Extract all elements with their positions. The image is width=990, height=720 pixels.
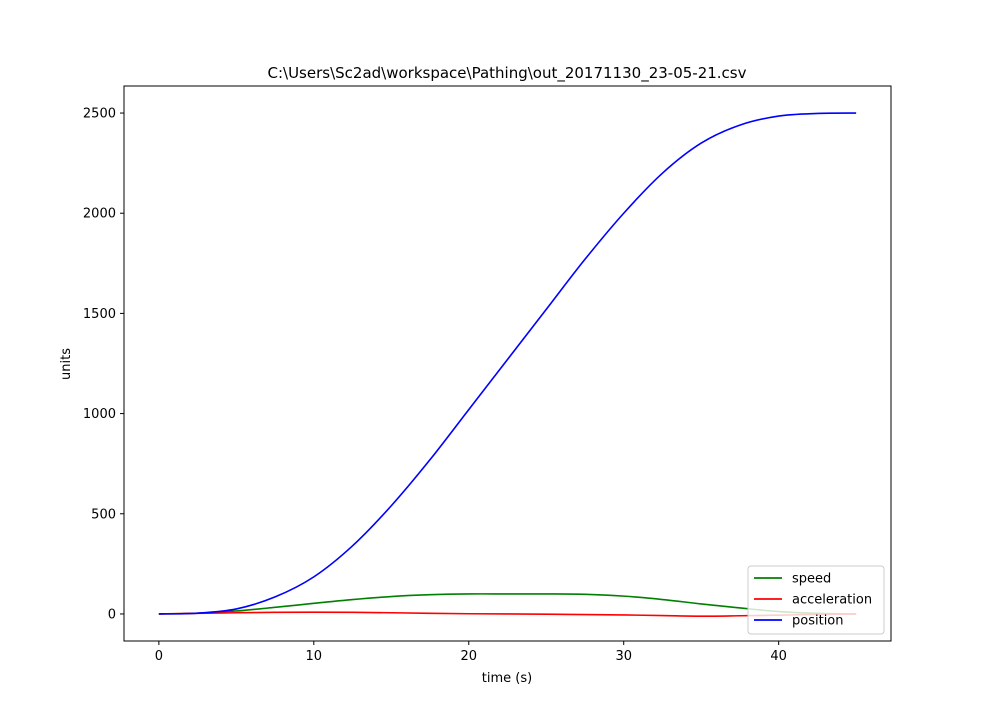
x-axis-label: time (s) [482, 671, 532, 686]
plot-area [123, 85, 892, 642]
legend-label-speed: speed [792, 572, 831, 587]
series-line-acceleration [158, 611, 857, 617]
y-tick-label: 2500 [83, 107, 116, 122]
x-tick-label: 40 [770, 649, 787, 664]
y-tick-label: 1000 [83, 407, 116, 422]
y-tick-label: 0 [108, 607, 116, 622]
series-line-speed [158, 593, 857, 615]
legend-box [747, 565, 885, 635]
axes-frame [123, 85, 892, 642]
legend: speed acceleration position [747, 565, 885, 635]
y-tick-label: 2000 [83, 207, 116, 222]
x-tick-label: 0 [155, 649, 163, 664]
y-axis-ticks: 0 500 1000 1500 2000 2500 [83, 107, 124, 622]
legend-label-acceleration: acceleration [792, 593, 872, 608]
y-tick-label: 1500 [83, 307, 116, 322]
series-line-position [158, 112, 857, 615]
x-tick-label: 20 [460, 649, 477, 664]
series-layer [158, 112, 857, 617]
x-tick-label: 10 [306, 649, 323, 664]
y-tick-label: 500 [91, 507, 116, 522]
chart-title: C:\Users\Sc2ad\workspace\Pathing\out_201… [268, 64, 747, 83]
x-axis-ticks: 0 10 20 30 40 [155, 641, 787, 664]
x-tick-label: 30 [615, 649, 632, 664]
legend-label-position: position [792, 614, 844, 629]
y-axis-label: units [59, 348, 74, 380]
